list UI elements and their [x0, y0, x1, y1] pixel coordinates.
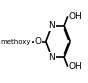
Text: O: O: [34, 37, 42, 46]
Text: OH: OH: [68, 12, 82, 21]
Text: methoxy: methoxy: [0, 39, 31, 44]
Text: OH: OH: [68, 62, 82, 71]
Text: N: N: [49, 53, 55, 62]
Text: N: N: [49, 21, 55, 30]
